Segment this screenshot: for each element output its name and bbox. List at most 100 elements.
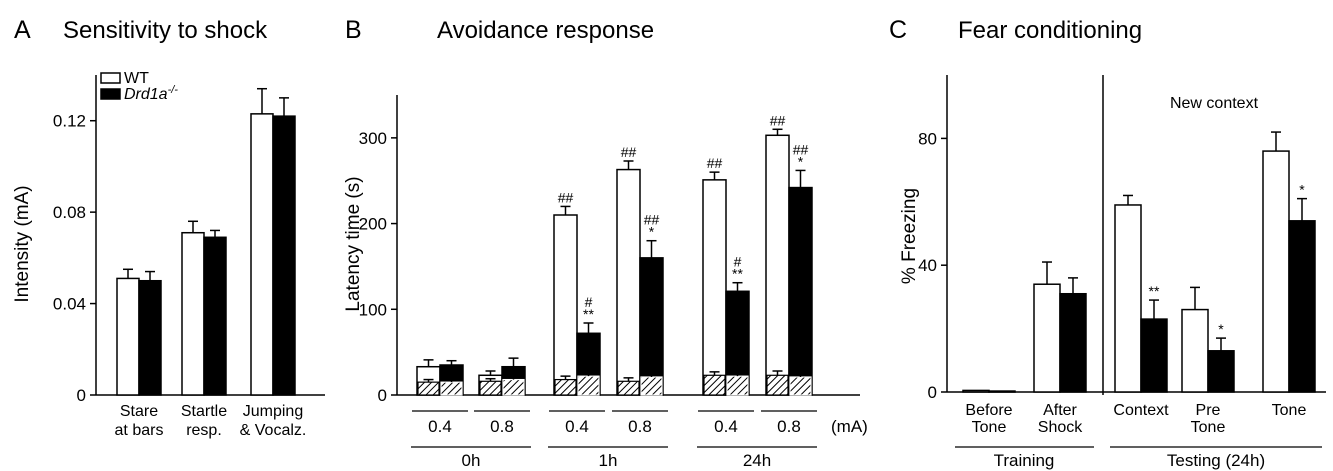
panel-b-group-label: 1h [599, 451, 618, 470]
panel-c-bar-drd1a [1059, 292, 1087, 393]
panel-c-phase-label: Training [994, 451, 1055, 470]
panel-b-unit-label: (mA) [831, 417, 868, 436]
panel-b-significance-0: ## [793, 141, 809, 157]
panel-c-x-tick-label: After [1043, 402, 1077, 419]
panel-b-bar-wt [553, 214, 578, 396]
panel-c-x-tick-label: Shock [1038, 419, 1083, 436]
panel-b-bar-drd1a [788, 186, 813, 396]
panel-a-x-tick-label: Stare [120, 403, 158, 420]
panel-b-intensity-label: 0.4 [428, 417, 452, 436]
panel-c-bar-drd1a [1288, 220, 1316, 393]
panel-b-significance-1: ** [583, 306, 594, 322]
panel-b-bar-wt [616, 168, 641, 396]
panel-b-hatched-bar [479, 380, 502, 396]
panel-a-x-tick-label: resp. [186, 422, 222, 439]
panel-b-hatched-bar [726, 375, 749, 396]
panel-a-legend: WT Drd1a-/- [100, 70, 178, 103]
legend-label-wt: WT [124, 70, 149, 87]
panel-c-x-tick-label: Before [965, 402, 1012, 419]
legend-swatch-drd1a [100, 88, 121, 100]
panel-c-y-axis-label: % Freezing [899, 188, 920, 284]
panel-c-bar-wt [1033, 283, 1061, 393]
panel-b-bar-wt [765, 134, 790, 396]
panel-c-x-tick-label: Context [1113, 402, 1169, 419]
panel-b-intensity-label: 0.8 [628, 417, 652, 436]
panel-a-bar-drd1a [138, 279, 162, 396]
panel-c-x-tick-label: Tone [1272, 402, 1307, 419]
panel-b-significance-0: ## [770, 112, 786, 128]
panel-b-significance-1: ** [732, 266, 743, 282]
panel-a-bar-drd1a [203, 236, 227, 396]
panel-b-hatched-bar [502, 378, 525, 396]
panel-b-hatched-bar [640, 376, 663, 396]
panel-b-significance-0: ## [707, 155, 723, 171]
panel-c: C Fear conditioning % Freezing 0 40 80 Befo… [889, 16, 1326, 470]
panel-b-hatched-bar [440, 381, 463, 396]
panel-b-significance-1: * [649, 224, 655, 240]
panel-c-significance-0: * [1299, 182, 1305, 198]
panel-a-bar-wt [116, 277, 140, 396]
panel-b-hatched-bar [577, 375, 600, 396]
panel-c-bar-wt [1181, 308, 1209, 393]
panel-b-significance-1: * [798, 153, 804, 169]
panel-c-bar-drd1a [988, 390, 1016, 393]
panel-letter-c: C [889, 16, 907, 44]
panel-c-bar-wt [1114, 204, 1142, 393]
panel-b-significance-0: # [734, 254, 742, 270]
panel-c-axes: 04080BeforeToneAfterShock**Context*PreTo… [918, 75, 1326, 470]
panel-a-x-tick-label: at bars [115, 422, 164, 439]
panel-b-hatched-bar [554, 378, 577, 396]
panel-b-group-label: 24h [743, 451, 771, 470]
panel-b-intensity-label: 0.8 [490, 417, 514, 436]
panel-b-hatched-bar [617, 380, 640, 396]
panel-a-x-tick-label: Startle [181, 403, 227, 420]
panel-b-significance-0: # [585, 294, 593, 310]
panel-a-x-tick-label: Jumping [243, 403, 303, 420]
panel-a-axes: 0 0.04 0.08 0.12 Stare at bars Startle resp. Jum… [53, 75, 325, 439]
panel-c-x-tick-label: Tone [972, 419, 1007, 436]
panel-a-y-tick-label: 0.12 [53, 112, 86, 131]
panel-c-y-tick-label: 80 [918, 129, 937, 148]
panel-b-y-tick-label: 300 [359, 129, 387, 148]
panel-a-bar-wt [250, 113, 274, 396]
panel-b-y-tick-label: 200 [359, 215, 387, 234]
panel-a-y-tick-label: 0 [77, 386, 86, 405]
panel-a-x-tick-label: & Vocalz. [240, 422, 307, 439]
panel-b-intensity-label: 0.4 [714, 417, 738, 436]
panel-b-group-label: 0h [462, 451, 481, 470]
panel-b-hatched-bar [789, 376, 812, 396]
panel-c-title: Fear conditioning [958, 17, 1142, 44]
panel-a-y-tick-label: 0.04 [53, 295, 86, 314]
panel-c-bar-wt [1262, 150, 1290, 393]
panel-c-significance-0: ** [1149, 283, 1160, 299]
panel-b-y-tick-label: 100 [359, 300, 387, 319]
panel-b-hatched-bar [703, 374, 726, 396]
panel-c-bar-wt [962, 389, 990, 393]
panel-b-intensity-label: 0.4 [565, 417, 589, 436]
panel-c-x-tick-label: Pre [1196, 402, 1221, 419]
panel-c-significance-0: * [1218, 321, 1224, 337]
panel-letter-b: B [345, 16, 362, 44]
panel-a-title: Sensitivity to shock [63, 17, 268, 44]
panel-b-title: Avoidance response [437, 17, 654, 44]
panel-b-hatched-bar [417, 381, 440, 396]
panel-c-bar-drd1a [1140, 318, 1168, 393]
legend-label-drd1a: Drd1a-/- [124, 84, 178, 103]
legend-label-drd1a-superscript: -/- [168, 84, 179, 96]
panel-b: B Avoidance response Latency time (s) 0 1… [343, 16, 868, 470]
panel-c-bar-drd1a [1207, 350, 1235, 393]
legend-swatch-wt [100, 72, 121, 84]
panel-c-y-tick-label: 40 [918, 256, 937, 275]
panel-a: A Sensitivity to shock Intensity (mA) 0 0… [12, 16, 325, 439]
panel-b-intensity-label: 0.8 [777, 417, 801, 436]
panel-b-y-tick-label: 0 [378, 386, 387, 405]
panel-b-significance-0: ## [644, 212, 660, 228]
panel-b-hatched-bar [766, 374, 789, 396]
panel-letter-a: A [14, 16, 31, 44]
panel-a-y-axis-label: Intensity (mA) [12, 185, 33, 302]
panel-c-annotation: New context [1170, 95, 1259, 112]
panel-c-x-tick-label: Tone [1191, 419, 1226, 436]
panel-b-significance-0: ## [621, 144, 637, 160]
